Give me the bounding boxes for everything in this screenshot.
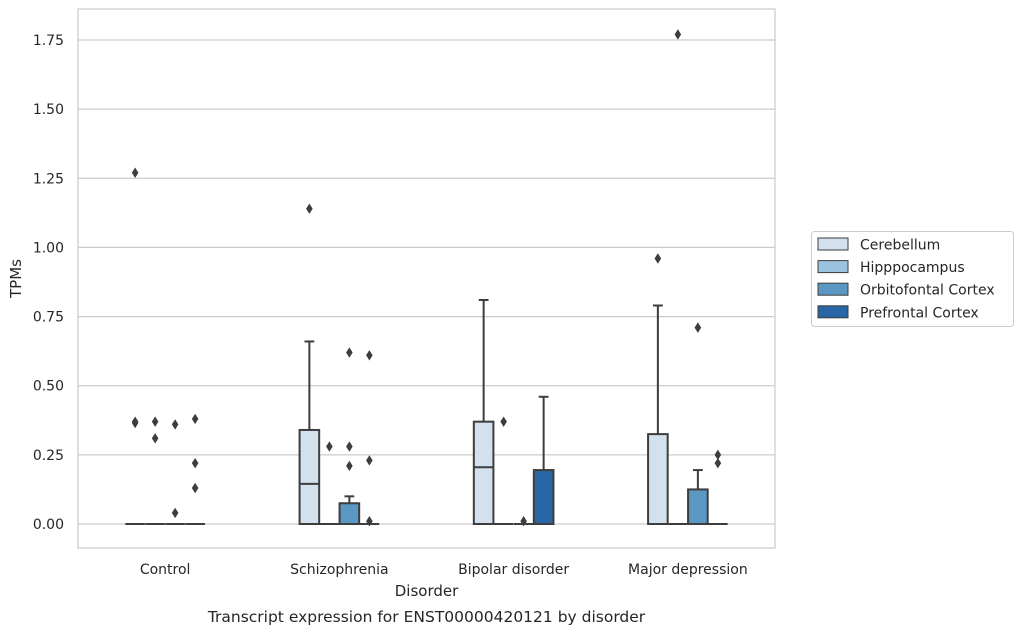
grid-lines — [78, 39, 775, 525]
legend-label: Cerebellum — [860, 238, 940, 254]
legend-swatch — [817, 260, 849, 274]
y-tick-label: 1.50 — [33, 102, 64, 118]
y-tick-label: 0.00 — [33, 517, 64, 533]
outlier-orbitofontal-cortex — [346, 460, 353, 472]
x-tick-label: Schizophrenia — [290, 562, 388, 578]
box-cerebellum — [647, 433, 669, 525]
outlier-prefrontal-cortex — [714, 449, 722, 461]
outlier-prefrontal-cortex — [191, 457, 199, 469]
y-tick-label: 1.00 — [33, 240, 64, 256]
outlier-prefrontal-cortex — [366, 350, 373, 361]
chart-caption: Transcript expression for ENST0000042012… — [207, 608, 646, 626]
legend-label: Hipppocampus — [860, 260, 965, 276]
y-tick-label: 0.50 — [33, 379, 64, 395]
x-tick-label: Major depression — [628, 562, 748, 578]
box-cerebellum — [298, 428, 321, 526]
outlier-prefrontal-cortex — [191, 413, 199, 425]
y-tick-label: 0.75 — [33, 310, 64, 326]
box-orbitofontal-cortex — [687, 488, 709, 525]
outlier-hipppocampus — [151, 416, 159, 427]
x-tick-label: Bipolar disorder — [458, 562, 569, 578]
x-tick-labels: Control Schizophrenia Bipolar disorder Majo… — [140, 562, 748, 578]
legend: Cerebellum Hipppocampus Orbitofontal Corte… — [811, 231, 1014, 327]
outlier-hipppocampus — [674, 29, 682, 40]
box-orbitofontal-cortex — [338, 502, 361, 525]
outlier-cerebellum — [131, 417, 139, 429]
outlier-orbitofontal-cortex — [171, 507, 179, 519]
y-tick-label: 1.75 — [33, 33, 64, 49]
outlier-orbitofontal-cortex — [694, 322, 702, 333]
outlier-prefrontal-cortex — [191, 482, 199, 494]
outlier-hipppocampus — [151, 433, 159, 444]
outlier-orbitofontal-cortex — [346, 347, 353, 358]
box-prefrontal-cortex — [532, 469, 555, 525]
y-tick-label: 1.25 — [33, 171, 64, 187]
outlier-prefrontal-cortex — [714, 457, 722, 469]
outlier-orbitofontal-cortex — [171, 419, 179, 430]
box-group-bipolar-disorder — [472, 298, 555, 527]
y-axis-label: TPMs — [7, 259, 25, 299]
box-group-control — [125, 167, 205, 525]
y-tick-labels: 0.00 0.25 0.50 0.75 1.00 1.25 1.50 1.75 — [33, 33, 64, 533]
legend-swatch — [817, 282, 849, 296]
outlier-cerebellum — [131, 167, 139, 178]
outlier-prefrontal-cortex — [366, 455, 373, 466]
outlier-cerebellum — [306, 203, 313, 214]
outlier-orbitofontal-cortex — [520, 516, 527, 527]
outlier-hipppocampus — [326, 441, 333, 452]
box-cerebellum — [472, 420, 495, 526]
x-axis-label: Disorder — [395, 582, 459, 600]
outlier-hipppocampus — [500, 416, 507, 427]
box-group-schizophrenia — [298, 203, 380, 527]
legend-frame — [811, 231, 1014, 327]
legend-swatch — [817, 305, 849, 319]
x-tick-label: Control — [140, 562, 191, 578]
legend-swatch — [817, 237, 849, 251]
y-tick-label: 0.25 — [33, 448, 64, 464]
outlier-cerebellum — [654, 253, 662, 264]
box-groups — [125, 29, 728, 527]
legend-label: Prefrontal Cortex — [860, 305, 979, 321]
plot-frame — [77, 8, 776, 549]
legend-label: Orbitofontal Cortex — [860, 283, 995, 299]
outlier-prefrontal-cortex — [366, 516, 373, 527]
box-group-major-depression — [647, 29, 728, 525]
outlier-orbitofontal-cortex — [346, 441, 353, 452]
